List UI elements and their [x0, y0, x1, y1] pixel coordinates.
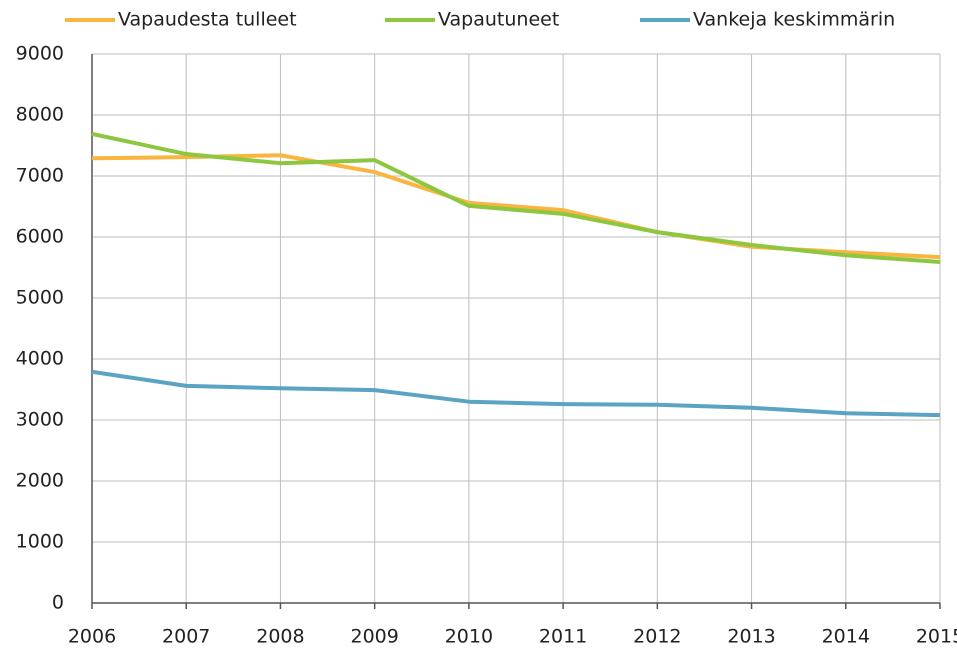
y-tick-label: 0 [52, 592, 64, 614]
y-tick-label: 3000 [16, 409, 64, 431]
x-tick-label: 2007 [162, 626, 210, 648]
x-tick-label: 2008 [256, 626, 304, 648]
y-tick-label: 9000 [16, 43, 64, 65]
y-tick-label: 8000 [16, 104, 64, 126]
y-tick-label: 5000 [16, 287, 64, 309]
x-tick-label: 2013 [727, 626, 775, 648]
series-line [91, 131, 941, 265]
y-tick-label: 2000 [16, 470, 64, 492]
y-tick-label: 7000 [16, 165, 64, 187]
series-line [91, 153, 941, 260]
legend-label: Vankeja keskimmärin [693, 9, 895, 31]
series-line [91, 369, 941, 418]
legend-label: Vapaudesta tulleet [118, 9, 297, 31]
x-tick-label: 2012 [633, 626, 681, 648]
x-tick-label: 2010 [445, 626, 493, 648]
x-tick-label: 2009 [350, 626, 398, 648]
y-tick-label: 6000 [16, 226, 64, 248]
legend-label: Vapautuneet [438, 9, 559, 31]
x-tick-label: 2014 [822, 626, 870, 648]
x-tick-label: 2011 [539, 626, 587, 648]
y-tick-label: 4000 [16, 348, 64, 370]
x-tick-label: 2006 [68, 626, 116, 648]
y-tick-label: 1000 [16, 531, 64, 553]
x-tick-label: 2015 [916, 626, 957, 648]
